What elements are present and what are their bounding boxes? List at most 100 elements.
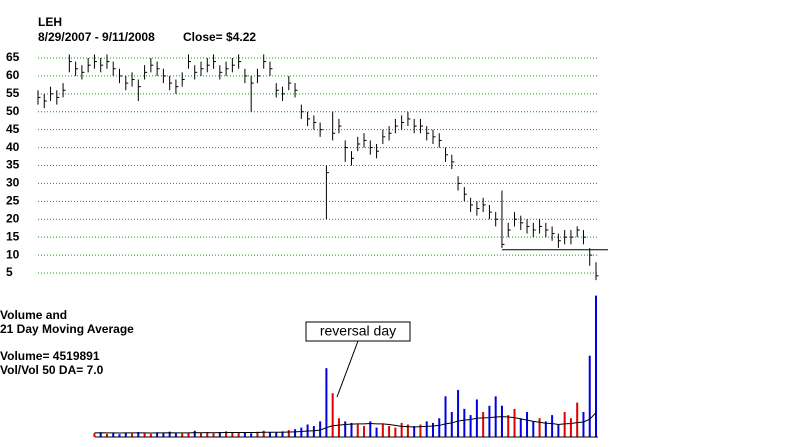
- volume-bar: [375, 427, 378, 437]
- volume-bar: [118, 434, 121, 437]
- volume-bar: [388, 426, 391, 437]
- volume-bar: [300, 427, 303, 437]
- volume-bar: [350, 422, 353, 437]
- volume-bar: [250, 433, 253, 437]
- volume-bar: [212, 433, 215, 437]
- volume-bar: [519, 418, 522, 437]
- volume-bar: [344, 421, 347, 437]
- volume-bar: [394, 427, 397, 437]
- volume-bar: [143, 433, 146, 437]
- chart-subtitle: 8/29/2007 - 9/11/2008: [38, 30, 155, 44]
- y-tick-label: 50: [6, 104, 20, 118]
- volume-bar: [225, 431, 228, 437]
- volume-bar: [595, 295, 597, 437]
- volume-bar: [162, 432, 165, 437]
- volume-bar: [105, 433, 108, 437]
- y-tick-label: 35: [6, 158, 20, 172]
- y-tick-label: 40: [6, 140, 20, 154]
- volume-bar: [356, 424, 359, 437]
- y-tick-label: 30: [6, 176, 20, 190]
- y-tick-label: 65: [6, 50, 20, 64]
- volume-bar: [544, 421, 547, 437]
- volume-bar: [532, 421, 535, 437]
- volume-bar: [526, 411, 529, 437]
- volume-bar: [187, 432, 190, 437]
- volume-bar: [557, 424, 560, 437]
- volume-bar: [582, 411, 585, 437]
- volume-bar: [268, 431, 271, 437]
- volume-bar: [99, 432, 102, 437]
- volume-bar: [369, 421, 372, 437]
- volume-bar: [588, 355, 591, 437]
- volume-bar: [425, 421, 428, 437]
- volume-bar: [93, 433, 96, 437]
- volume-bar: [256, 431, 259, 437]
- volume-bar: [569, 418, 572, 437]
- y-tick-label: 60: [6, 68, 20, 82]
- volume-bar: [450, 411, 453, 437]
- ratio-label: Vol/Vol 50 DA= 7.0: [0, 363, 104, 377]
- volume-bar: [231, 432, 234, 437]
- y-tick-label: 15: [6, 229, 20, 243]
- volume-bar: [538, 418, 541, 437]
- volume-bar: [325, 368, 328, 437]
- volume-bar: [331, 393, 334, 437]
- volume-bar: [381, 424, 384, 437]
- chart-title: LEH: [38, 15, 62, 29]
- volume-bar: [457, 390, 460, 437]
- volume-bar: [262, 430, 265, 437]
- volume-title: Volume and: [0, 308, 67, 322]
- volume-bar: [438, 418, 441, 437]
- volume-bar: [469, 415, 472, 437]
- volume-bar: [275, 432, 278, 437]
- volume-bar: [563, 411, 566, 437]
- y-tick-label: 25: [6, 194, 20, 208]
- volume-bar: [156, 432, 159, 437]
- volume-bar: [406, 424, 409, 437]
- volume-bar: [237, 432, 240, 437]
- y-tick-label: 20: [6, 211, 20, 225]
- volume-bar: [149, 433, 152, 437]
- volume-bar: [463, 408, 466, 437]
- y-tick-label: 5: [6, 265, 13, 279]
- volume-bar: [181, 433, 184, 437]
- volume-bar: [174, 433, 177, 437]
- volume-bar: [319, 421, 322, 437]
- moving-average: [94, 412, 597, 434]
- volume-bar: [488, 405, 491, 437]
- close-label: Close= $4.22: [183, 30, 256, 44]
- volume-bar: [137, 431, 140, 437]
- volume-label: Volume= 4519891: [0, 349, 100, 363]
- volume-bar: [413, 426, 416, 437]
- volume-bar: [513, 408, 516, 437]
- annotation-arrow: [336, 340, 359, 398]
- volume-bar: [444, 396, 447, 437]
- volume-bar: [124, 432, 127, 437]
- volume-bar: [112, 432, 115, 437]
- volume-bar: [206, 432, 209, 437]
- volume-bar: [218, 431, 221, 437]
- volume-bar: [200, 432, 203, 437]
- y-tick-label: 55: [6, 86, 20, 100]
- volume-bar: [507, 415, 510, 437]
- volume-bar: [168, 431, 171, 437]
- volume-bar: [419, 424, 422, 437]
- volume-bar: [281, 431, 284, 437]
- y-tick-label: 10: [6, 247, 20, 261]
- annotation: reversal day: [320, 323, 396, 339]
- volume-bar: [287, 430, 290, 437]
- volume-subtitle: 21 Day Moving Average: [0, 322, 134, 336]
- volume-bar: [312, 426, 315, 437]
- volume-bar: [431, 422, 434, 437]
- volume-bar: [243, 432, 246, 437]
- volume-bar: [131, 433, 134, 437]
- y-tick-label: 45: [6, 122, 20, 136]
- volume-bar: [400, 422, 403, 437]
- volume-bar: [294, 429, 297, 437]
- volume-bar: [500, 405, 503, 437]
- volume-bar: [363, 426, 366, 437]
- volume-bar: [337, 418, 340, 437]
- volume-bar: [193, 430, 196, 437]
- volume-bar: [576, 402, 579, 437]
